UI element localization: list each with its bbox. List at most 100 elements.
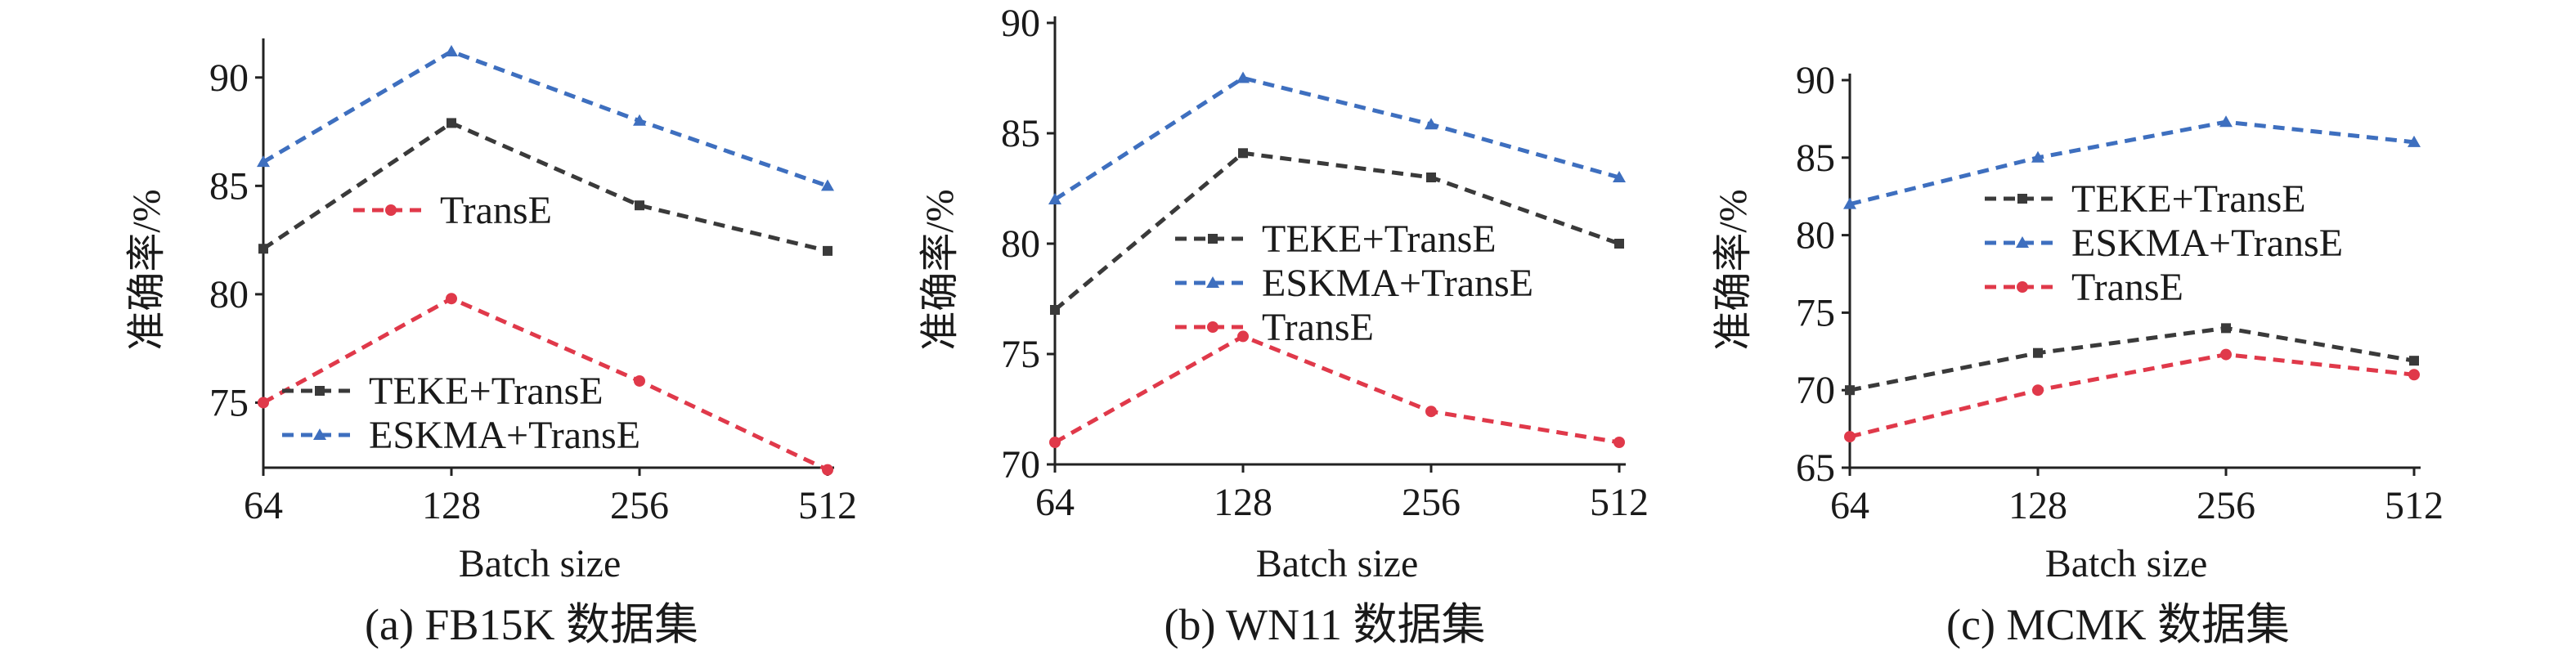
data-point-transe (2032, 384, 2044, 397)
y-tick-label: 80 (1001, 222, 1040, 266)
data-point-transe (822, 464, 833, 476)
panel-c-plot: 65 70 75 80 85 90 64 128 256 512 TEKE+TransEESKMA+… (1796, 59, 2444, 527)
data-point-teke (2409, 356, 2419, 366)
legend-marker-teke (1208, 234, 1218, 244)
panel-a-ylabel: 准确率/% (125, 189, 168, 350)
x-tick-label: 128 (2008, 484, 2067, 527)
series-line-eskma (1849, 119, 2415, 207)
panel-a: 准确率/% Batch size (a) FB15K 数据集 75 80 85 90 6… (125, 38, 857, 649)
y-tick-label: 65 (1796, 446, 1835, 490)
y-tick-label: 85 (209, 164, 249, 208)
y-tick-label: 90 (1001, 2, 1040, 45)
y-tick-label: 75 (1001, 333, 1040, 376)
legend-marker-eskma (2016, 236, 2029, 248)
x-tick-label: 512 (2385, 484, 2444, 527)
series-line-eskma (262, 49, 828, 188)
data-point-transe (634, 374, 645, 387)
x-tick-label: 256 (2197, 484, 2255, 527)
y-tick-label: 80 (209, 273, 249, 316)
data-point-teke (447, 118, 456, 128)
data-point-transe (1425, 406, 1437, 418)
legend-label-transe: TransE (440, 189, 552, 232)
data-point-teke (1238, 148, 1248, 159)
panel-c: 准确率/% Batch size (c) MCMK 数据集 65 70 75 80 85… (1712, 59, 2444, 649)
data-point-eskma (1613, 171, 1626, 182)
y-tick-label: 75 (1796, 291, 1835, 334)
data-point-eskma (1236, 71, 1250, 83)
data-point-teke (258, 244, 268, 254)
x-tick-label: 128 (422, 484, 481, 527)
data-point-transe (1049, 437, 1061, 448)
x-tick-label: 64 (1830, 484, 1869, 527)
data-point-eskma (633, 114, 646, 126)
series-line-transe (1849, 352, 2415, 439)
y-tick-label: 80 (1796, 214, 1835, 258)
legend-marker-transe (2017, 281, 2028, 293)
data-point-eskma (2408, 135, 2421, 147)
x-tick-label: 512 (1590, 481, 1649, 524)
legend-marker-eskma (1206, 276, 1219, 288)
panel-c-xlabel: Batch size (2045, 542, 2208, 585)
panel-a-caption: (a) FB15K 数据集 (365, 600, 698, 649)
y-tick-label: 85 (1001, 112, 1040, 155)
data-point-teke (2221, 323, 2231, 334)
data-point-eskma (1843, 197, 1856, 209)
data-point-transe (2408, 369, 2420, 381)
panel-a-plot: 75 80 85 90 64 128 256 512 TransE TEKE+TransEESKM… (209, 38, 857, 527)
data-point-teke (1845, 385, 1855, 396)
legend-label-teke: TEKE+TransE (369, 370, 604, 413)
data-point-transe (1613, 437, 1625, 448)
legend-label-transe: TransE (2071, 266, 2183, 309)
legend-marker-transe (385, 204, 397, 216)
data-point-eskma (2219, 115, 2233, 128)
panel-b-ylabel: 准确率/% (918, 189, 962, 350)
data-point-eskma (1048, 193, 1061, 204)
y-tick-label: 85 (1796, 137, 1835, 180)
legend-marker-transe (1207, 321, 1218, 333)
panel-c-caption: (c) MCMK 数据集 (1946, 600, 2290, 649)
y-tick-label: 75 (209, 381, 249, 424)
data-point-eskma (1425, 118, 1438, 130)
legend-marker-teke (315, 386, 325, 396)
legend-label-teke: TEKE+TransE (2071, 177, 2306, 221)
legend-label-transe: TransE (1262, 306, 1374, 349)
data-point-teke (1050, 305, 1060, 315)
y-tick-label: 90 (209, 56, 249, 100)
x-tick-label: 128 (1214, 481, 1272, 524)
y-tick-label: 70 (1796, 369, 1835, 412)
x-tick-label: 512 (798, 484, 857, 527)
data-point-teke (1426, 173, 1436, 182)
data-point-teke (2033, 347, 2043, 358)
series-line-teke (262, 120, 828, 253)
data-point-transe (446, 293, 457, 305)
panel-b-plot: 70 75 80 85 90 64 128 256 512 TEKE+TransEESKMA+Tr… (1001, 2, 1649, 524)
data-point-transe (258, 397, 269, 409)
data-point-transe (2220, 348, 2232, 361)
x-tick-label: 256 (610, 484, 669, 527)
series-line-teke (1849, 325, 2415, 392)
data-point-teke (635, 200, 644, 211)
panel-c-ylabel: 准确率/% (1712, 189, 1755, 350)
legend-label-teke: TEKE+TransE (1262, 217, 1497, 261)
legend-label-eskma: ESKMA+TransE (369, 414, 640, 457)
series-line-transe (1053, 334, 1620, 445)
data-point-eskma (445, 44, 458, 56)
data-point-teke (1614, 239, 1624, 249)
series-line-teke (1053, 150, 1620, 312)
legend-label-eskma: ESKMA+TransE (1262, 262, 1533, 305)
data-point-eskma (2031, 150, 2044, 163)
y-tick-label: 90 (1796, 59, 1835, 102)
legend-label-eskma: ESKMA+TransE (2071, 222, 2343, 265)
y-tick-label: 70 (1001, 443, 1040, 486)
x-tick-label: 64 (244, 484, 283, 527)
series-line-eskma (1053, 75, 1620, 202)
legend-marker-teke (2017, 194, 2027, 204)
data-point-transe (1237, 330, 1249, 343)
data-point-eskma (821, 179, 834, 191)
x-tick-label: 256 (1402, 481, 1461, 524)
x-tick-label: 64 (1035, 481, 1075, 524)
panel-b: 准确率/% Batch size (b) WN11 数据集 70 75 80 85 90… (918, 2, 1649, 649)
legend-marker-eskma (313, 428, 326, 440)
data-point-transe (1844, 431, 1856, 443)
